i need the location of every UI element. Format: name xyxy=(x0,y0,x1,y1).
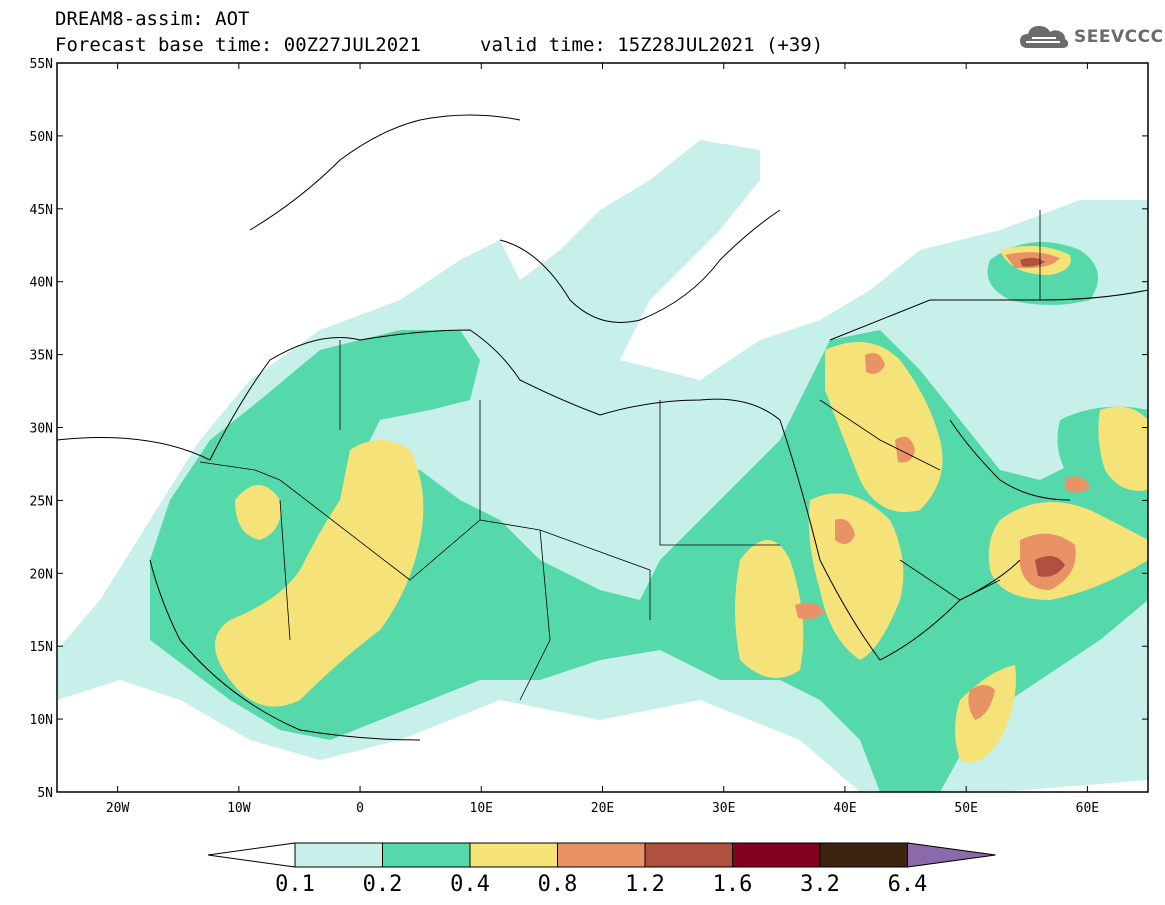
lat-tick-label: 30N xyxy=(30,422,53,437)
legend-label: 0.4 xyxy=(450,872,490,897)
cloud-icon xyxy=(1020,26,1069,48)
lon-tick-label: 20W xyxy=(106,801,130,816)
legend-swatch xyxy=(382,842,471,868)
country-borders xyxy=(199,210,1041,701)
lat-tick-label: 20N xyxy=(30,567,53,582)
aot-legend: 0.1 0.2 0.4 0.8 1.2 1.6 3.2 6.4 xyxy=(207,842,996,897)
lon-tick-label: 30E xyxy=(712,801,735,816)
legend-swatch xyxy=(557,842,646,868)
legend-label: 1.6 xyxy=(713,872,753,897)
legend-label: 3.2 xyxy=(800,872,840,897)
legend-label: 0.2 xyxy=(363,872,403,897)
aot-contour-0.4-iraq xyxy=(825,342,943,512)
map-title: DREAM8-assim: AOT xyxy=(55,8,250,30)
lon-tick-label: 40E xyxy=(833,801,856,816)
aot-contour-0.4-sudan xyxy=(735,540,804,678)
legend-swatch xyxy=(819,842,908,868)
lat-tick-label: 40N xyxy=(30,276,53,291)
forecast-base-time: Forecast base time: 00Z27JUL2021 xyxy=(55,34,422,56)
lat-tick-label: 10N xyxy=(30,713,53,728)
aot-field xyxy=(57,63,1148,792)
legend-high-arrow xyxy=(907,842,996,868)
legend-label: 0.8 xyxy=(538,872,578,897)
lat-tick-label: 35N xyxy=(30,349,53,364)
legend-label: 1.2 xyxy=(625,872,665,897)
lon-tick-label: 0 xyxy=(356,801,364,816)
aot-contour-0.8-d xyxy=(835,519,855,544)
aot-contour-0.4-westafrica xyxy=(215,440,424,707)
aot-contour-0.8-b xyxy=(895,436,915,463)
aot-contour-0.4-mauritania xyxy=(235,485,281,540)
lon-tick-label: 10E xyxy=(470,801,493,816)
legend-swatch xyxy=(732,842,821,868)
aot-contour-0.8-h xyxy=(1065,476,1090,493)
lat-tick-label: 50N xyxy=(30,130,53,145)
lat-tick-label: 45N xyxy=(30,203,53,218)
legend-label: 0.1 xyxy=(275,872,315,897)
aot-contour-1.2-b xyxy=(1020,257,1045,267)
aot-contour-1.2-a xyxy=(1035,556,1065,577)
aot-contour-0.8-e xyxy=(795,602,825,620)
legend-swatch xyxy=(469,842,558,868)
legend-swatch xyxy=(294,842,383,868)
aot-contour-0.8-g xyxy=(968,685,995,720)
lat-tick-label: 55N xyxy=(30,57,53,72)
logo-text: SEEVCCC xyxy=(1074,27,1164,47)
lon-tick-label: 50E xyxy=(954,801,977,816)
latitude-axis: 55N 50N 45N 40N 35N 30N 25N 20N 15N 10N 5N xyxy=(30,57,1148,801)
valid-time: valid time: 15Z28JUL2021 (+39) xyxy=(480,34,824,56)
seevccc-logo: SEEVCCC xyxy=(1018,22,1164,52)
lon-tick-label: 10W xyxy=(227,801,251,816)
lat-tick-label: 15N xyxy=(30,640,53,655)
coastlines xyxy=(57,114,1148,741)
longitude-axis: 20W 10W 0 10E 20E 30E 40E 50E 60E xyxy=(106,63,1099,816)
aot-contour-0.4-iran xyxy=(1098,406,1148,491)
aot-contour-0.4-somalia xyxy=(955,665,1016,763)
legend-label: 6.4 xyxy=(888,872,928,897)
lon-tick-label: 60E xyxy=(1076,801,1099,816)
aot-contour-0.4-redsea xyxy=(808,493,904,660)
legend-swatch xyxy=(644,842,733,868)
lat-tick-label: 25N xyxy=(30,494,53,509)
lon-tick-label: 20E xyxy=(591,801,614,816)
lat-tick-label: 5N xyxy=(37,786,53,801)
aot-contour-0.8-c xyxy=(865,352,885,374)
legend-low-arrow xyxy=(207,842,296,868)
